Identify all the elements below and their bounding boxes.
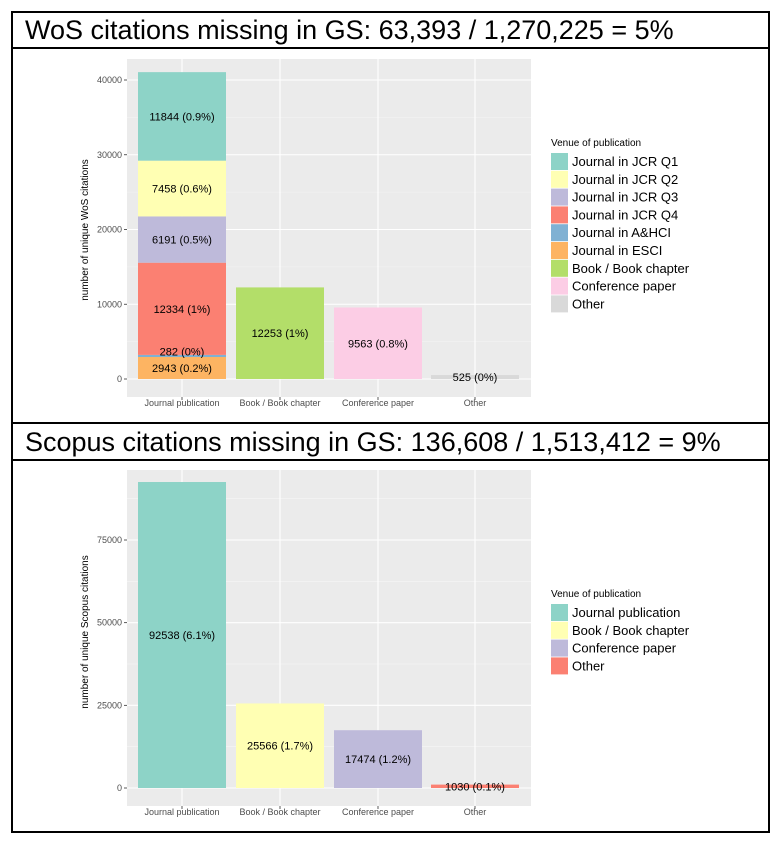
scopus-xtick-label: Book / Book chapter bbox=[239, 807, 320, 817]
scopus-legend-swatch bbox=[551, 657, 568, 675]
wos-legend-swatch bbox=[551, 153, 568, 170]
wos-legend-swatch bbox=[551, 242, 568, 259]
wos-legend-label: Other bbox=[572, 296, 605, 311]
wos-xtick-label: Conference paper bbox=[342, 398, 414, 408]
wos-legend-label: Journal in JCR Q3 bbox=[572, 190, 678, 205]
wos-chart: 0 10000 20000 30000 40000 Journal publication… bbox=[80, 59, 690, 408]
wos-bar bbox=[431, 375, 519, 379]
wos-bar bbox=[236, 287, 324, 379]
wos-legend-swatch bbox=[551, 224, 568, 242]
wos-legend-label: Journal in JCR Q1 bbox=[572, 154, 678, 169]
wos-data-label: 9563 (0.8%) bbox=[348, 338, 408, 350]
wos-data-label: 525 (0%) bbox=[453, 372, 498, 384]
wos-bar bbox=[138, 216, 226, 263]
wos-legend-label: Conference paper bbox=[572, 279, 677, 294]
scopus-title: Scopus citations missing in GS: 136,608 … bbox=[11, 423, 770, 461]
scopus-legend-label: Book / Book chapter bbox=[572, 623, 690, 638]
wos-ytick-label: 40000 bbox=[97, 75, 122, 85]
wos-legend-swatch bbox=[551, 295, 568, 313]
wos-bar bbox=[138, 160, 226, 217]
scopus-legend-label: Conference paper bbox=[572, 641, 677, 656]
wos-legend-swatch bbox=[551, 188, 568, 206]
wos-data-label: 6191 (0.5%) bbox=[152, 235, 212, 247]
wos-legend-swatch bbox=[551, 170, 568, 188]
scopus-ytick-label: 75000 bbox=[97, 535, 122, 545]
wos-title: WoS citations missing in GS: 63,393 / 1,… bbox=[11, 11, 770, 49]
scopus-y-axis-label: number of unique Scopus citations bbox=[80, 555, 91, 708]
scopus-xtick-label: Conference paper bbox=[342, 807, 414, 817]
wos-legend-label: Journal in ESCI bbox=[572, 243, 662, 258]
wos-legend-swatch bbox=[551, 206, 568, 224]
wos-data-label: 2943 (0.2%) bbox=[152, 363, 212, 375]
wos-xtick-label: Other bbox=[464, 398, 487, 408]
wos-xtick-label: Journal publication bbox=[144, 398, 219, 408]
wos-bar bbox=[138, 357, 226, 379]
wos-xtick-label: Book / Book chapter bbox=[239, 398, 320, 408]
scopus-ytick-label: 50000 bbox=[97, 618, 122, 628]
wos-bar bbox=[138, 72, 226, 161]
wos-data-label: 11844 (0.9%) bbox=[149, 111, 214, 123]
wos-legend-label: Journal in JCR Q2 bbox=[572, 172, 678, 187]
scopus-data-label: 92538 (6.1%) bbox=[149, 630, 215, 642]
wos-bar bbox=[138, 354, 226, 358]
scopus-legend-title: Venue of publication bbox=[551, 589, 641, 600]
scopus-xtick-label: Journal publication bbox=[144, 807, 219, 817]
wos-legend-swatch bbox=[551, 277, 568, 295]
wos-legend-label: Journal in JCR Q4 bbox=[572, 207, 678, 222]
scopus-chart: 0 25000 50000 75000 Journal publication Book … bbox=[80, 470, 690, 817]
scopus-bar bbox=[431, 784, 519, 788]
wos-y-axis-label: number of unique WoS citations bbox=[80, 159, 91, 301]
wos-legend-title: Venue of publication bbox=[551, 138, 641, 149]
wos-data-label: 12334 (1%) bbox=[154, 304, 211, 316]
wos-data-label: 7458 (0.6%) bbox=[152, 184, 212, 196]
scopus-bar bbox=[236, 703, 324, 788]
panel-separator bbox=[11, 422, 770, 424]
wos-legend-label: Journal in A&HCI bbox=[572, 225, 671, 240]
scopus-ytick-label: 25000 bbox=[97, 700, 122, 710]
wos-data-label: 282 (0%) bbox=[160, 346, 205, 358]
scopus-xtick-label: Other bbox=[464, 807, 487, 817]
wos-ytick-label: 20000 bbox=[97, 225, 122, 235]
wos-ytick-label: 30000 bbox=[97, 150, 122, 160]
scopus-data-label: 25566 (1.7%) bbox=[247, 741, 313, 753]
wos-bar bbox=[138, 262, 226, 355]
scopus-legend-swatch bbox=[551, 621, 568, 639]
wos-ytick-label: 10000 bbox=[97, 299, 122, 309]
scopus-legend-swatch bbox=[551, 639, 568, 657]
wos-data-label: 12253 (1%) bbox=[252, 328, 309, 340]
wos-legend-swatch bbox=[551, 259, 568, 277]
scopus-data-label: 1030 (0.1%) bbox=[445, 781, 505, 793]
wos-bar bbox=[334, 307, 422, 379]
scopus-ytick-label: 0 bbox=[117, 783, 122, 793]
wos-legend-label: Book / Book chapter bbox=[572, 261, 690, 276]
wos-ytick-label: 0 bbox=[117, 374, 122, 384]
scopus-legend-label: Journal publication bbox=[572, 605, 680, 620]
scopus-bar bbox=[138, 482, 226, 788]
scopus-legend-swatch bbox=[551, 604, 568, 621]
scopus-data-label: 17474 (1.2%) bbox=[345, 754, 411, 766]
scopus-legend-label: Other bbox=[572, 658, 605, 673]
scopus-bar bbox=[334, 730, 422, 788]
